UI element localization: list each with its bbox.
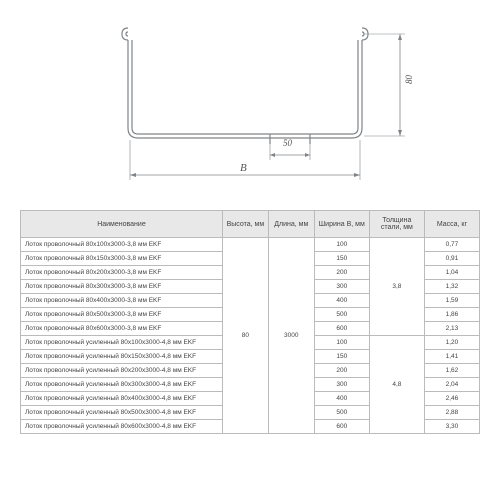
tray-svg <box>50 10 450 200</box>
cell-width: 200 <box>314 364 369 378</box>
cell-name: Лоток проволочный 80х500х3000-3,8 мм EKF <box>21 308 223 322</box>
width-label: B <box>240 162 247 174</box>
col-thickness: Толщина стали, мм <box>369 211 424 238</box>
cell-mass: 1,59 <box>424 294 479 308</box>
cell-name: Лоток проволочный 80х200х3000-3,8 мм EKF <box>21 266 223 280</box>
cell-mass: 1,62 <box>424 364 479 378</box>
cell-width: 100 <box>314 336 369 350</box>
cell-mass: 1,04 <box>424 266 479 280</box>
col-height: Высота, мм <box>222 211 268 238</box>
spec-table-area: Наименование Высота, мм Длина, мм Ширина… <box>20 210 480 460</box>
cell-width: 100 <box>314 238 369 252</box>
cell-name: Лоток проволочный 80х600х3000-3,8 мм EKF <box>21 322 223 336</box>
cell-mass: 0,77 <box>424 238 479 252</box>
cell-width: 150 <box>314 350 369 364</box>
cell-thickness: 4,8 <box>369 336 424 434</box>
cell-name: Лоток проволочный 80х400х3000-3,8 мм EKF <box>21 294 223 308</box>
cell-name: Лоток проволочный 80х100х3000-3,8 мм EKF <box>21 238 223 252</box>
cell-width: 600 <box>314 322 369 336</box>
cell-width: 400 <box>314 392 369 406</box>
cell-width: 200 <box>314 266 369 280</box>
cell-length: 3000 <box>268 238 314 434</box>
cell-width: 400 <box>314 294 369 308</box>
cell-width: 300 <box>314 378 369 392</box>
col-length: Длина, мм <box>268 211 314 238</box>
col-width: Ширина B, мм <box>314 211 369 238</box>
cell-width: 600 <box>314 420 369 434</box>
wire-spacing-label: 50 <box>283 138 292 148</box>
cell-thickness: 3,8 <box>369 238 424 336</box>
cell-mass: 3,30 <box>424 420 479 434</box>
cell-mass: 1,32 <box>424 280 479 294</box>
cell-width: 500 <box>314 308 369 322</box>
cell-name: Лоток проволочный усиленный 80х600х3000-… <box>21 420 223 434</box>
col-name: Наименование <box>21 211 223 238</box>
cell-mass: 2,13 <box>424 322 479 336</box>
cell-mass: 2,88 <box>424 406 479 420</box>
cell-width: 150 <box>314 252 369 266</box>
cell-name: Лоток проволочный усиленный 80х150х3000-… <box>21 350 223 364</box>
cell-mass: 2,46 <box>424 392 479 406</box>
cell-name: Лоток проволочный усиленный 80х500х3000-… <box>21 406 223 420</box>
cell-name: Лоток проволочный 80х300х3000-3,8 мм EKF <box>21 280 223 294</box>
tray-diagram: 50 B 80 <box>50 10 450 200</box>
cell-mass: 2,04 <box>424 378 479 392</box>
cell-height: 80 <box>222 238 268 434</box>
cell-name: Лоток проволочный усиленный 80х200х3000-… <box>21 364 223 378</box>
cell-mass: 1,86 <box>424 308 479 322</box>
cell-mass: 1,41 <box>424 350 479 364</box>
cell-name: Лоток проволочный усиленный 80х100х3000-… <box>21 336 223 350</box>
cell-mass: 0,91 <box>424 252 479 266</box>
table-body: Лоток проволочный 80х100х3000-3,8 мм EKF… <box>21 238 480 434</box>
cell-width: 500 <box>314 406 369 420</box>
cell-mass: 1,20 <box>424 336 479 350</box>
spec-table: Наименование Высота, мм Длина, мм Ширина… <box>20 210 480 434</box>
page: 50 B 80 Наименование Высота, мм Длина, м… <box>0 0 500 500</box>
col-mass: Масса, кг <box>424 211 479 238</box>
cell-width: 300 <box>314 280 369 294</box>
cell-name: Лоток проволочный усиленный 80х400х3000-… <box>21 392 223 406</box>
header-row: Наименование Высота, мм Длина, мм Ширина… <box>21 211 480 238</box>
height-label: 80 <box>404 75 414 84</box>
cell-name: Лоток проволочный усиленный 80х300х3000-… <box>21 378 223 392</box>
table-row: Лоток проволочный 80х100х3000-3,8 мм EKF… <box>21 238 480 252</box>
cell-name: Лоток проволочный 80х150х3000-3,8 мм EKF <box>21 252 223 266</box>
